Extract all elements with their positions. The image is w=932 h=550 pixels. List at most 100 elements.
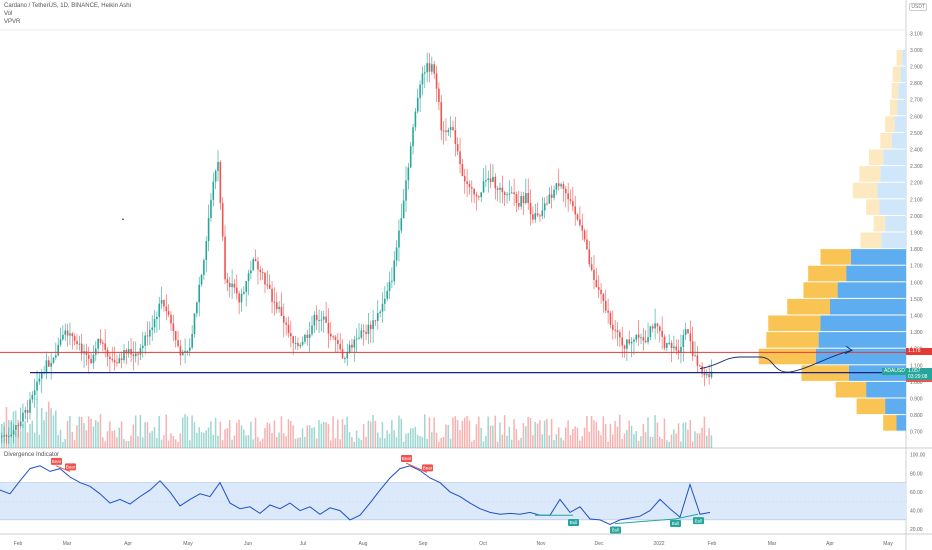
vp-down-bar [860, 232, 882, 249]
volume-bar [440, 437, 442, 448]
candle-body [191, 333, 193, 348]
volume-bar [66, 420, 69, 448]
candle-body [600, 289, 602, 295]
vp-down-bar [891, 83, 899, 99]
vp-up-bar [818, 332, 906, 348]
candle-body [59, 339, 62, 345]
volume-bar [435, 432, 438, 448]
candle-body [501, 187, 504, 193]
volume-bar [395, 437, 398, 448]
candle-body [212, 181, 215, 200]
volume-bar [109, 421, 111, 448]
volume-bar [675, 433, 677, 448]
volume-bar [170, 433, 172, 448]
candle-body [174, 330, 177, 341]
candle-body [381, 303, 384, 312]
volume-bar [254, 417, 257, 448]
candle-body [708, 374, 710, 378]
candle-body [534, 213, 537, 220]
candle-body [207, 217, 210, 242]
volume-bar [508, 426, 511, 448]
candle-body [386, 290, 388, 299]
volume-bar [640, 436, 642, 448]
volume-bar [200, 432, 203, 448]
volume-bar [372, 414, 374, 448]
volume-bar [134, 415, 137, 448]
candle-body [315, 314, 318, 321]
volume-bar [442, 436, 445, 448]
volume-bar [207, 427, 210, 448]
currency-badge[interactable]: USDT [909, 3, 927, 11]
oscillator-line [0, 465, 711, 526]
candle-body [407, 167, 410, 181]
candle-body [24, 410, 27, 413]
price-tick-label: 1.100 [910, 363, 923, 369]
volume-bar [393, 430, 395, 448]
volume-bar [616, 426, 619, 448]
candle-body [134, 353, 137, 357]
candle-body [22, 412, 24, 422]
volume-bar [706, 435, 708, 448]
candle-body [642, 337, 645, 341]
volume-bar [612, 434, 614, 448]
candle-body [97, 338, 99, 349]
candle-body [471, 187, 473, 189]
volume-bar [478, 416, 480, 448]
price-tick-label: 3.000 [910, 48, 923, 54]
volume-bar [214, 417, 217, 448]
volume-bar [285, 436, 287, 448]
candle-body [118, 358, 121, 364]
candle-body [466, 181, 468, 184]
volume-bar [149, 432, 151, 448]
volume-bar [266, 422, 269, 448]
volume-bar [167, 440, 170, 448]
candle-body [33, 390, 36, 396]
vp-down-bar [885, 116, 895, 132]
badge-label: Bear [423, 466, 433, 471]
candle-body [1, 436, 3, 438]
candle-body [402, 200, 405, 219]
volume-bar [527, 416, 529, 448]
candle-body [240, 293, 243, 303]
vp-up-bar [894, 116, 906, 132]
candle-body [431, 64, 433, 72]
volume-bar [710, 435, 713, 448]
vp-down-bar [808, 265, 847, 282]
volume-bar [480, 427, 482, 448]
candle-body [703, 373, 706, 376]
volume-bar [181, 417, 184, 448]
price-tick-label: 1.300 [910, 330, 923, 336]
volume-bar [546, 418, 548, 448]
candle-body [539, 215, 541, 217]
candle-body [384, 298, 386, 304]
candle-body [682, 334, 685, 347]
volume-bar [210, 421, 212, 448]
vp-up-bar [891, 132, 906, 149]
projection-path [699, 349, 853, 373]
candle-body [454, 130, 457, 145]
volume-bar [268, 423, 271, 448]
candle-body [459, 151, 461, 165]
volume-bar [97, 421, 99, 448]
osc-tick-label: 20.00 [910, 527, 923, 533]
candle-body [409, 146, 412, 168]
candle-body [635, 334, 638, 340]
volume-bar [557, 427, 560, 448]
candle-body [456, 144, 459, 152]
price-tick-label: 2.600 [910, 114, 923, 120]
volume-bar [311, 427, 313, 448]
candle-body [691, 341, 694, 356]
volume-bar [473, 439, 475, 448]
volume-bar [332, 416, 334, 448]
vp-up-bar [880, 166, 906, 182]
volume-bar [416, 434, 419, 448]
candle-body [607, 310, 609, 313]
time-tick-label: Nov [537, 541, 546, 547]
oscillator-pane: Bear Bear Bear Bear Bull Bull Bull Bull [0, 455, 906, 534]
candle-body [416, 97, 419, 112]
volume-bar [306, 425, 308, 448]
candle-body [684, 329, 687, 335]
volume-bar [581, 436, 583, 448]
candle-body [602, 294, 605, 301]
